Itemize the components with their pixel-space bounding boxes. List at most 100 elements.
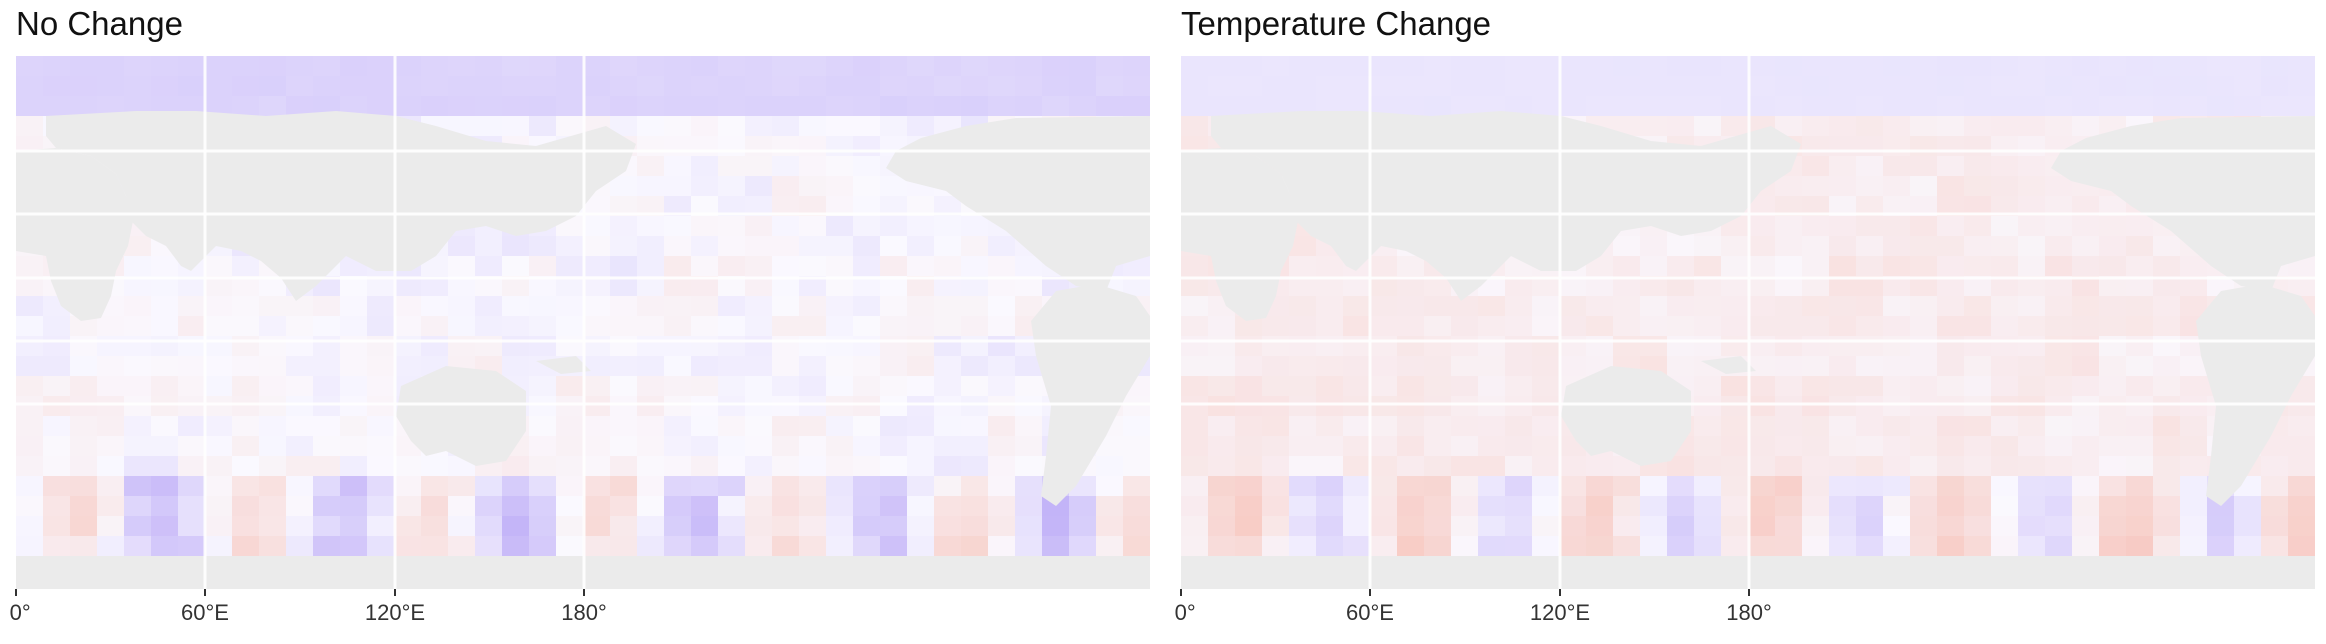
anomaly-cell [1937, 436, 1964, 456]
anomaly-cell [1613, 236, 1640, 256]
anomaly-cell [853, 336, 880, 356]
anomaly-cell [988, 236, 1015, 256]
anomaly-cell [2018, 136, 2045, 156]
anomaly-cell [178, 76, 205, 96]
anomaly-cell [1856, 156, 1883, 176]
anomaly-cell [1937, 156, 1964, 176]
anomaly-cell [934, 536, 961, 556]
anomaly-cell [1235, 396, 1262, 416]
anomaly-cell [718, 116, 745, 136]
anomaly-cell [1640, 56, 1667, 76]
anomaly-cell [16, 316, 43, 336]
anomaly-cell [1181, 316, 1208, 336]
anomaly-cell [1748, 496, 1775, 516]
anomaly-cell [1505, 76, 1532, 96]
anomaly-cell [2072, 356, 2099, 376]
anomaly-cell [988, 76, 1015, 96]
anomaly-cell [691, 256, 718, 276]
anomaly-cell [799, 236, 826, 256]
anomaly-cell [1424, 376, 1451, 396]
anomaly-cell [1829, 416, 1856, 436]
land-mass [46, 111, 636, 301]
anomaly-cell [583, 76, 610, 96]
anomaly-cell [1096, 456, 1123, 476]
anomaly-cell [583, 56, 610, 76]
anomaly-cell [421, 316, 448, 336]
anomaly-cell [1235, 416, 1262, 436]
anomaly-cell [502, 256, 529, 276]
anomaly-cell [16, 396, 43, 416]
anomaly-cell [1559, 536, 1586, 556]
anomaly-cell [1721, 476, 1748, 496]
anomaly-cell [745, 256, 772, 276]
anomaly-cell [1586, 496, 1613, 516]
x-tick-mark [204, 589, 206, 596]
anomaly-cell [2207, 56, 2234, 76]
anomaly-cell [691, 276, 718, 296]
anomaly-cell [2099, 316, 2126, 336]
anomaly-cell [2126, 356, 2153, 376]
anomaly-cell [1991, 516, 2018, 536]
anomaly-cell [205, 316, 232, 336]
anomaly-cell [1451, 356, 1478, 376]
anomaly-cell [259, 76, 286, 96]
anomaly-cell [313, 356, 340, 376]
anomaly-cell [16, 76, 43, 96]
map-area [16, 56, 1150, 589]
anomaly-cell [1235, 496, 1262, 516]
anomaly-cell [2288, 456, 2315, 476]
anomaly-cell [691, 176, 718, 196]
anomaly-cell [664, 456, 691, 476]
anomaly-cell [610, 476, 637, 496]
anomaly-cell [2126, 276, 2153, 296]
anomaly-cell [745, 236, 772, 256]
anomaly-cell [637, 336, 664, 356]
anomaly-cell [1721, 276, 1748, 296]
anomaly-cell [394, 516, 421, 536]
anomaly-cell [124, 476, 151, 496]
anomaly-cell [1802, 276, 1829, 296]
anomaly-cell [313, 76, 340, 96]
anomaly-cell [583, 276, 610, 296]
anomaly-cell [1613, 476, 1640, 496]
anomaly-cell [529, 516, 556, 536]
anomaly-cell [43, 396, 70, 416]
anomaly-cell [583, 356, 610, 376]
panel-title: Temperature Change [1181, 5, 1492, 42]
anomaly-cell [880, 76, 907, 96]
anomaly-cell [2288, 96, 2315, 116]
anomaly-cell [853, 296, 880, 316]
anomaly-cell [2180, 396, 2207, 416]
anomaly-cell [1532, 396, 1559, 416]
anomaly-cell [1775, 336, 1802, 356]
anomaly-cell [1964, 436, 1991, 456]
anomaly-cell [475, 76, 502, 96]
anomaly-cell [2018, 396, 2045, 416]
anomaly-cell [2099, 516, 2126, 536]
anomaly-cell [1015, 436, 1042, 456]
anomaly-cell [2045, 256, 2072, 276]
anomaly-cell [637, 136, 664, 156]
anomaly-cell [205, 416, 232, 436]
anomaly-cell [1478, 296, 1505, 316]
anomaly-cell [826, 96, 853, 116]
anomaly-cell [1181, 276, 1208, 296]
anomaly-cell [340, 436, 367, 456]
anomaly-cell [2261, 76, 2288, 96]
anomaly-cell [340, 456, 367, 476]
anomaly-cell [853, 536, 880, 556]
anomaly-cell [583, 436, 610, 456]
anomaly-cell [1721, 96, 1748, 116]
anomaly-cell [2126, 416, 2153, 436]
anomaly-cell [1910, 456, 1937, 476]
anomaly-cell [1802, 236, 1829, 256]
anomaly-cell [2099, 96, 2126, 116]
anomaly-cell [205, 536, 232, 556]
anomaly-cell [1802, 336, 1829, 356]
anomaly-cell [1667, 536, 1694, 556]
anomaly-cell [907, 496, 934, 516]
anomaly-cell [313, 436, 340, 456]
anomaly-cell [70, 476, 97, 496]
anomaly-cell [340, 316, 367, 336]
anomaly-cell [988, 516, 1015, 536]
